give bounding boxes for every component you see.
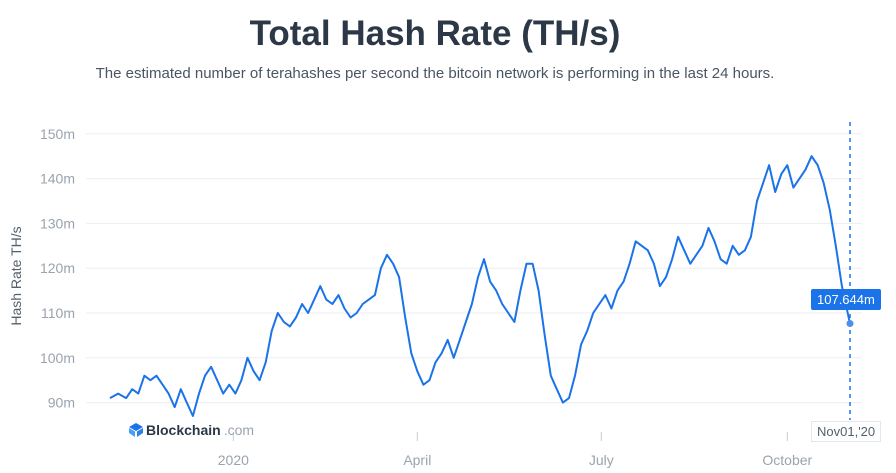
y-tick-label: 90m — [48, 395, 75, 411]
blockchain-logo[interactable]: Blockchain .com — [129, 422, 254, 438]
x-tick-label: July — [589, 452, 614, 468]
last-point-marker — [846, 320, 854, 328]
brand-suffix: .com — [223, 422, 255, 438]
x-tick-label: October — [762, 452, 812, 468]
y-tick-label: 130m — [40, 215, 75, 231]
y-tick-label: 140m — [40, 171, 75, 187]
y-tick-label: 100m — [40, 350, 75, 366]
date-tooltip: Nov01,'20 — [811, 421, 882, 442]
chart-subtitle: The estimated number of terahashes per s… — [95, 65, 775, 82]
x-tick-label: April — [403, 452, 431, 468]
x-tick-label: 2020 — [218, 452, 249, 468]
blockchain-logo-icon — [129, 423, 143, 437]
hash-rate-series-line — [109, 155, 851, 417]
brand-name: Blockchain — [146, 422, 221, 438]
value-tooltip: 107.644m — [811, 289, 881, 310]
y-tick-label: 110m — [41, 305, 75, 321]
chart-title: Total Hash Rate (TH/s) — [249, 14, 621, 53]
y-tick-label: 120m — [40, 260, 75, 276]
y-tick-label: 150m — [40, 126, 75, 142]
